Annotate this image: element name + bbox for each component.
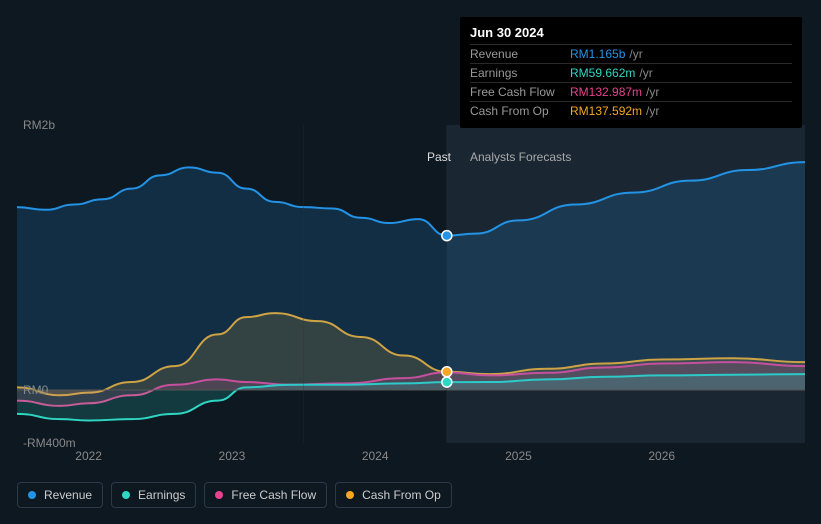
legend-item-cash-from-op[interactable]: Cash From Op [335,482,452,508]
tooltip-metric-label: Earnings [470,66,570,80]
chart-area: RM2bRM0-RM400m [17,125,805,443]
legend-label: Earnings [138,488,185,502]
legend-label: Free Cash Flow [231,488,316,502]
legend-dot-icon [122,491,130,499]
y-axis-label: -RM400m [23,436,76,450]
y-axis-label: RM0 [23,383,48,397]
legend-dot-icon [28,491,36,499]
tooltip-row: Cash From OpRM137.592m/yr [470,101,792,120]
tooltip-row: Free Cash FlowRM132.987m/yr [470,82,792,101]
legend: Revenue Earnings Free Cash Flow Cash From O… [17,482,452,508]
tooltip-metric-label: Cash From Op [470,104,570,118]
legend-label: Revenue [44,488,92,502]
x-axis-label: 2023 [219,449,246,463]
legend-item-revenue[interactable]: Revenue [17,482,103,508]
legend-dot-icon [215,491,223,499]
data-tooltip: Jun 30 2024 RevenueRM1.165b/yrEarningsRM… [460,17,802,128]
tooltip-metric-unit: /yr [646,85,659,99]
x-axis-label: 2022 [75,449,102,463]
x-axis-label: 2025 [505,449,532,463]
y-axis-label: RM2b [23,118,55,132]
region-label-forecast: Analysts Forecasts [470,150,571,164]
tooltip-date: Jun 30 2024 [470,25,792,40]
tooltip-metric-value: RM59.662m [570,66,635,80]
tooltip-metric-unit: /yr [639,66,652,80]
x-axis-label: 2026 [648,449,675,463]
legend-item-free-cash-flow[interactable]: Free Cash Flow [204,482,327,508]
legend-dot-icon [346,491,354,499]
tooltip-metric-value: RM132.987m [570,85,642,99]
tooltip-metric-unit: /yr [629,47,642,61]
tooltip-metric-label: Revenue [470,47,570,61]
tooltip-row: RevenueRM1.165b/yr [470,44,792,63]
legend-label: Cash From Op [362,488,441,502]
x-axis-labels: 2022 2023 2024 2025 2026 [17,449,805,469]
legend-item-earnings[interactable]: Earnings [111,482,196,508]
tooltip-metric-value: RM1.165b [570,47,625,61]
region-label-past: Past [427,150,451,164]
tooltip-metric-unit: /yr [646,104,659,118]
tooltip-row: EarningsRM59.662m/yr [470,63,792,82]
tooltip-metric-value: RM137.592m [570,104,642,118]
tooltip-metric-label: Free Cash Flow [470,85,570,99]
chart-svg [17,125,805,443]
x-axis-label: 2024 [362,449,389,463]
